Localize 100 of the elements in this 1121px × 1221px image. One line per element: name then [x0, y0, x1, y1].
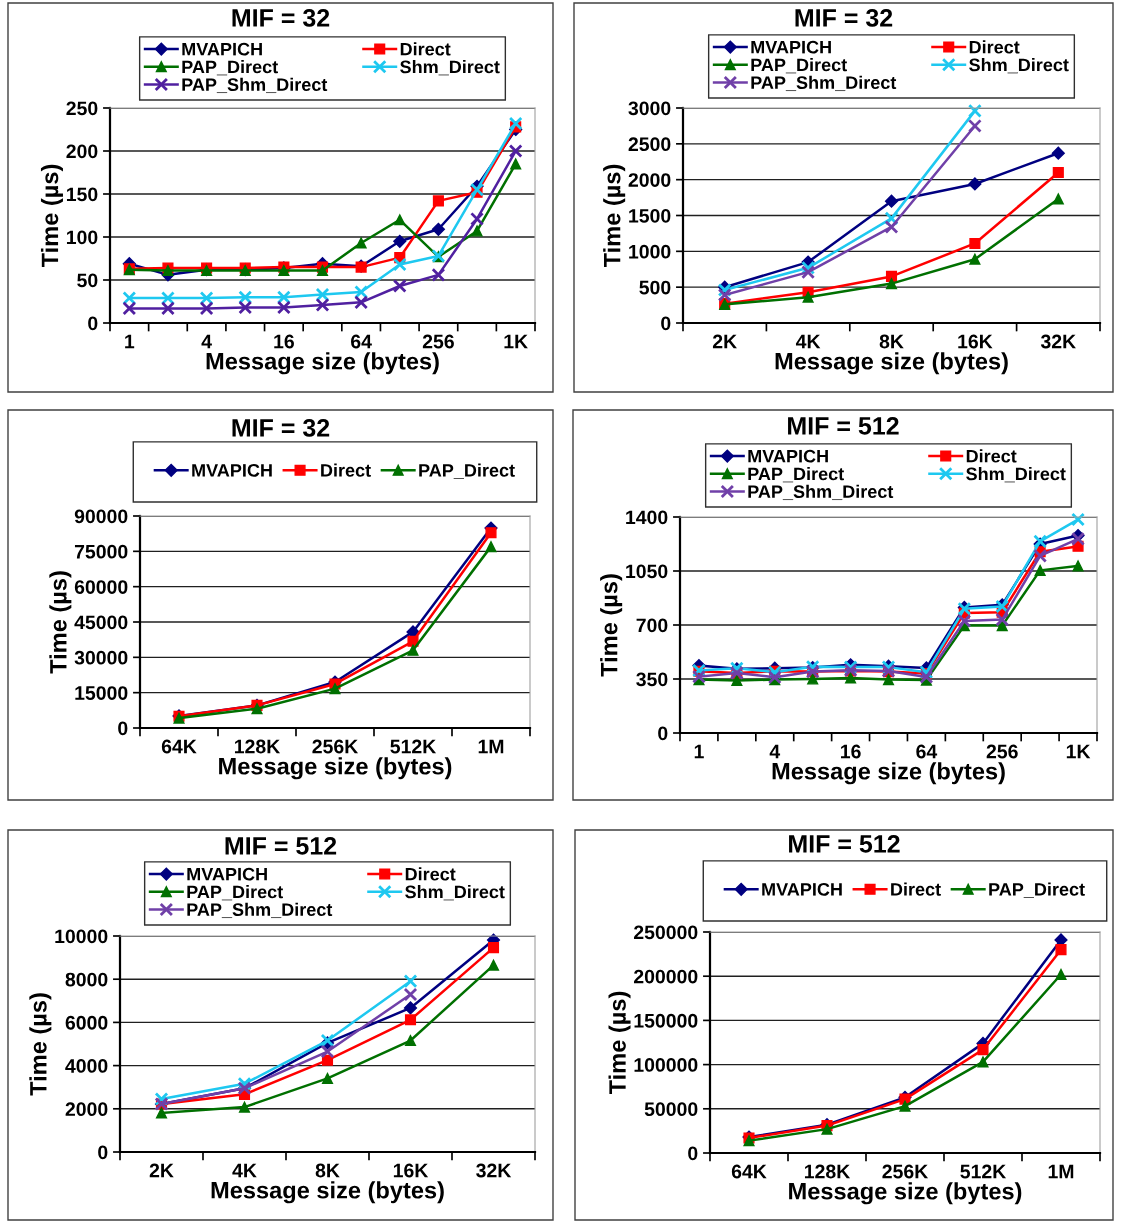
y-tick-label: 0 — [98, 1145, 108, 1160]
legend-label: PAP_Direct — [751, 58, 847, 74]
legend-label: PAP_Shm_Direct — [751, 75, 897, 92]
x-tick-label: 1 — [125, 334, 135, 349]
y-tick-label: 1400 — [626, 510, 668, 525]
y-tick-label: 8000 — [65, 972, 108, 987]
legend-label: MVAPICH — [762, 882, 842, 896]
y-tick-label: 1050 — [626, 564, 668, 579]
x-axis-title: Message size (bytes) — [772, 762, 1005, 785]
legend-label: PAP_Shm_Direct — [748, 484, 894, 501]
y-tick-label: 150000 — [634, 1013, 698, 1028]
legend-label: Direct — [405, 867, 456, 881]
y-tick-label: 0 — [88, 316, 98, 331]
y-axis-title: Time (µs) — [29, 993, 52, 1096]
chart-title: MIF = 512 — [225, 837, 337, 855]
x-tick-label: 64K — [161, 739, 197, 754]
x-tick-label: 4K — [232, 1163, 257, 1178]
y-tick-label: 15000 — [75, 686, 128, 700]
x-tick-label: 512K — [960, 1164, 1007, 1179]
y-tick-label: 3000 — [628, 101, 671, 116]
y-tick-label: 50000 — [644, 1102, 698, 1117]
x-axis-title: Message size (bytes) — [211, 1181, 444, 1204]
x-tick-label: 2K — [149, 1163, 174, 1178]
y-tick-label: 50 — [77, 273, 98, 288]
x-tick-label: 2K — [712, 334, 737, 349]
y-tick-label: 10000 — [55, 929, 108, 944]
legend-label: MVAPICH — [748, 449, 828, 463]
y-tick-label: 45000 — [74, 615, 128, 630]
y-tick-label: 0 — [688, 1146, 698, 1161]
x-tick-label: 16 — [274, 334, 294, 349]
y-axis-title: Time (µs) — [608, 991, 631, 1095]
y-tick-label: 2000 — [628, 173, 671, 187]
legend-label: PAP_Shm_Direct — [182, 77, 328, 94]
y-tick-label: 2000 — [65, 1102, 108, 1117]
x-tick-label: 128K — [234, 739, 281, 754]
x-tick-label: 32K — [1040, 334, 1076, 349]
x-tick-label: 512K — [390, 739, 437, 754]
y-tick-label: 0 — [661, 316, 671, 331]
legend-label: Shm_Direct — [966, 467, 1066, 483]
y-tick-label: 6000 — [65, 1015, 108, 1030]
x-tick-label: 128K — [804, 1164, 851, 1179]
y-tick-label: 700 — [636, 618, 668, 633]
x-tick-label: 256K — [312, 739, 359, 754]
x-tick-label: 4 — [769, 744, 781, 759]
x-tick-label: 256 — [422, 334, 454, 349]
x-tick-label: 4K — [795, 334, 821, 349]
x-axis-title: Message size (bytes) — [206, 352, 439, 375]
chart-title: MIF = 32 — [232, 9, 330, 27]
x-tick-label: 1 — [694, 744, 704, 759]
y-axis-title: Time (µs) — [49, 571, 72, 674]
x-tick-label: 64K — [731, 1164, 767, 1179]
legend-label: Shm_Direct — [400, 60, 500, 76]
x-tick-label: 64 — [351, 334, 372, 349]
y-axis-title: Time (µs) — [40, 164, 63, 268]
x-tick-label: 16K — [958, 334, 993, 349]
x-tick-label: 4 — [201, 334, 212, 349]
y-tick-label: 200 — [66, 144, 98, 159]
legend-label: PAP_Direct — [187, 885, 283, 901]
legend-label: Direct — [969, 40, 1020, 54]
y-axis-title: Time (µs) — [603, 164, 626, 268]
y-tick-label: 1000 — [629, 244, 671, 259]
legend-label: Direct — [891, 882, 941, 896]
x-tick-label: 256 — [986, 744, 1018, 759]
x-tick-label: 1K — [504, 334, 528, 349]
y-tick-label: 75000 — [74, 544, 128, 559]
y-tick-label: 60000 — [74, 580, 128, 594]
y-tick-label: 150 — [66, 187, 98, 202]
legend-label: MVAPICH — [751, 40, 831, 54]
legend-label: PAP_Direct — [182, 60, 278, 76]
x-tick-label: 1M — [478, 739, 504, 754]
y-tick-label: 30000 — [74, 650, 128, 665]
x-tick-label: 8K — [879, 334, 904, 349]
y-tick-label: 100 — [66, 230, 98, 245]
legend-label: Shm_Direct — [405, 885, 505, 901]
y-tick-label: 2500 — [628, 137, 671, 152]
y-tick-label: 250000 — [633, 925, 698, 940]
x-tick-label: 16 — [841, 744, 861, 759]
x-tick-label: 1M — [1048, 1164, 1074, 1179]
x-tick-label: 256K — [882, 1164, 929, 1179]
legend-label: PAP_Direct — [419, 463, 515, 479]
y-tick-label: 250 — [66, 101, 98, 116]
y-tick-label: 0 — [118, 721, 128, 736]
legend-label: Direct — [966, 449, 1017, 463]
x-axis-title: Message size (bytes) — [775, 352, 1008, 375]
x-tick-label: 32K — [476, 1163, 512, 1178]
legend-label: PAP_Shm_Direct — [187, 902, 333, 919]
y-tick-label: 1500 — [629, 208, 671, 223]
chart-title: MIF = 512 — [788, 417, 899, 435]
legend-label: MVAPICH — [187, 867, 267, 881]
x-axis-title: Message size (bytes) — [789, 1182, 1022, 1205]
x-tick-label: 8K — [315, 1163, 340, 1178]
x-tick-label: 1K — [1066, 744, 1091, 759]
y-tick-label: 200000 — [633, 969, 698, 984]
x-tick-label: 64 — [916, 744, 938, 759]
chart-title: MIF = 512 — [789, 835, 900, 853]
y-tick-label: 0 — [658, 726, 668, 741]
chart-title: MIF = 32 — [795, 9, 893, 27]
legend-label: PAP_Direct — [748, 467, 844, 483]
y-axis-title: Time (µs) — [600, 574, 623, 677]
y-tick-label: 90000 — [74, 509, 128, 524]
